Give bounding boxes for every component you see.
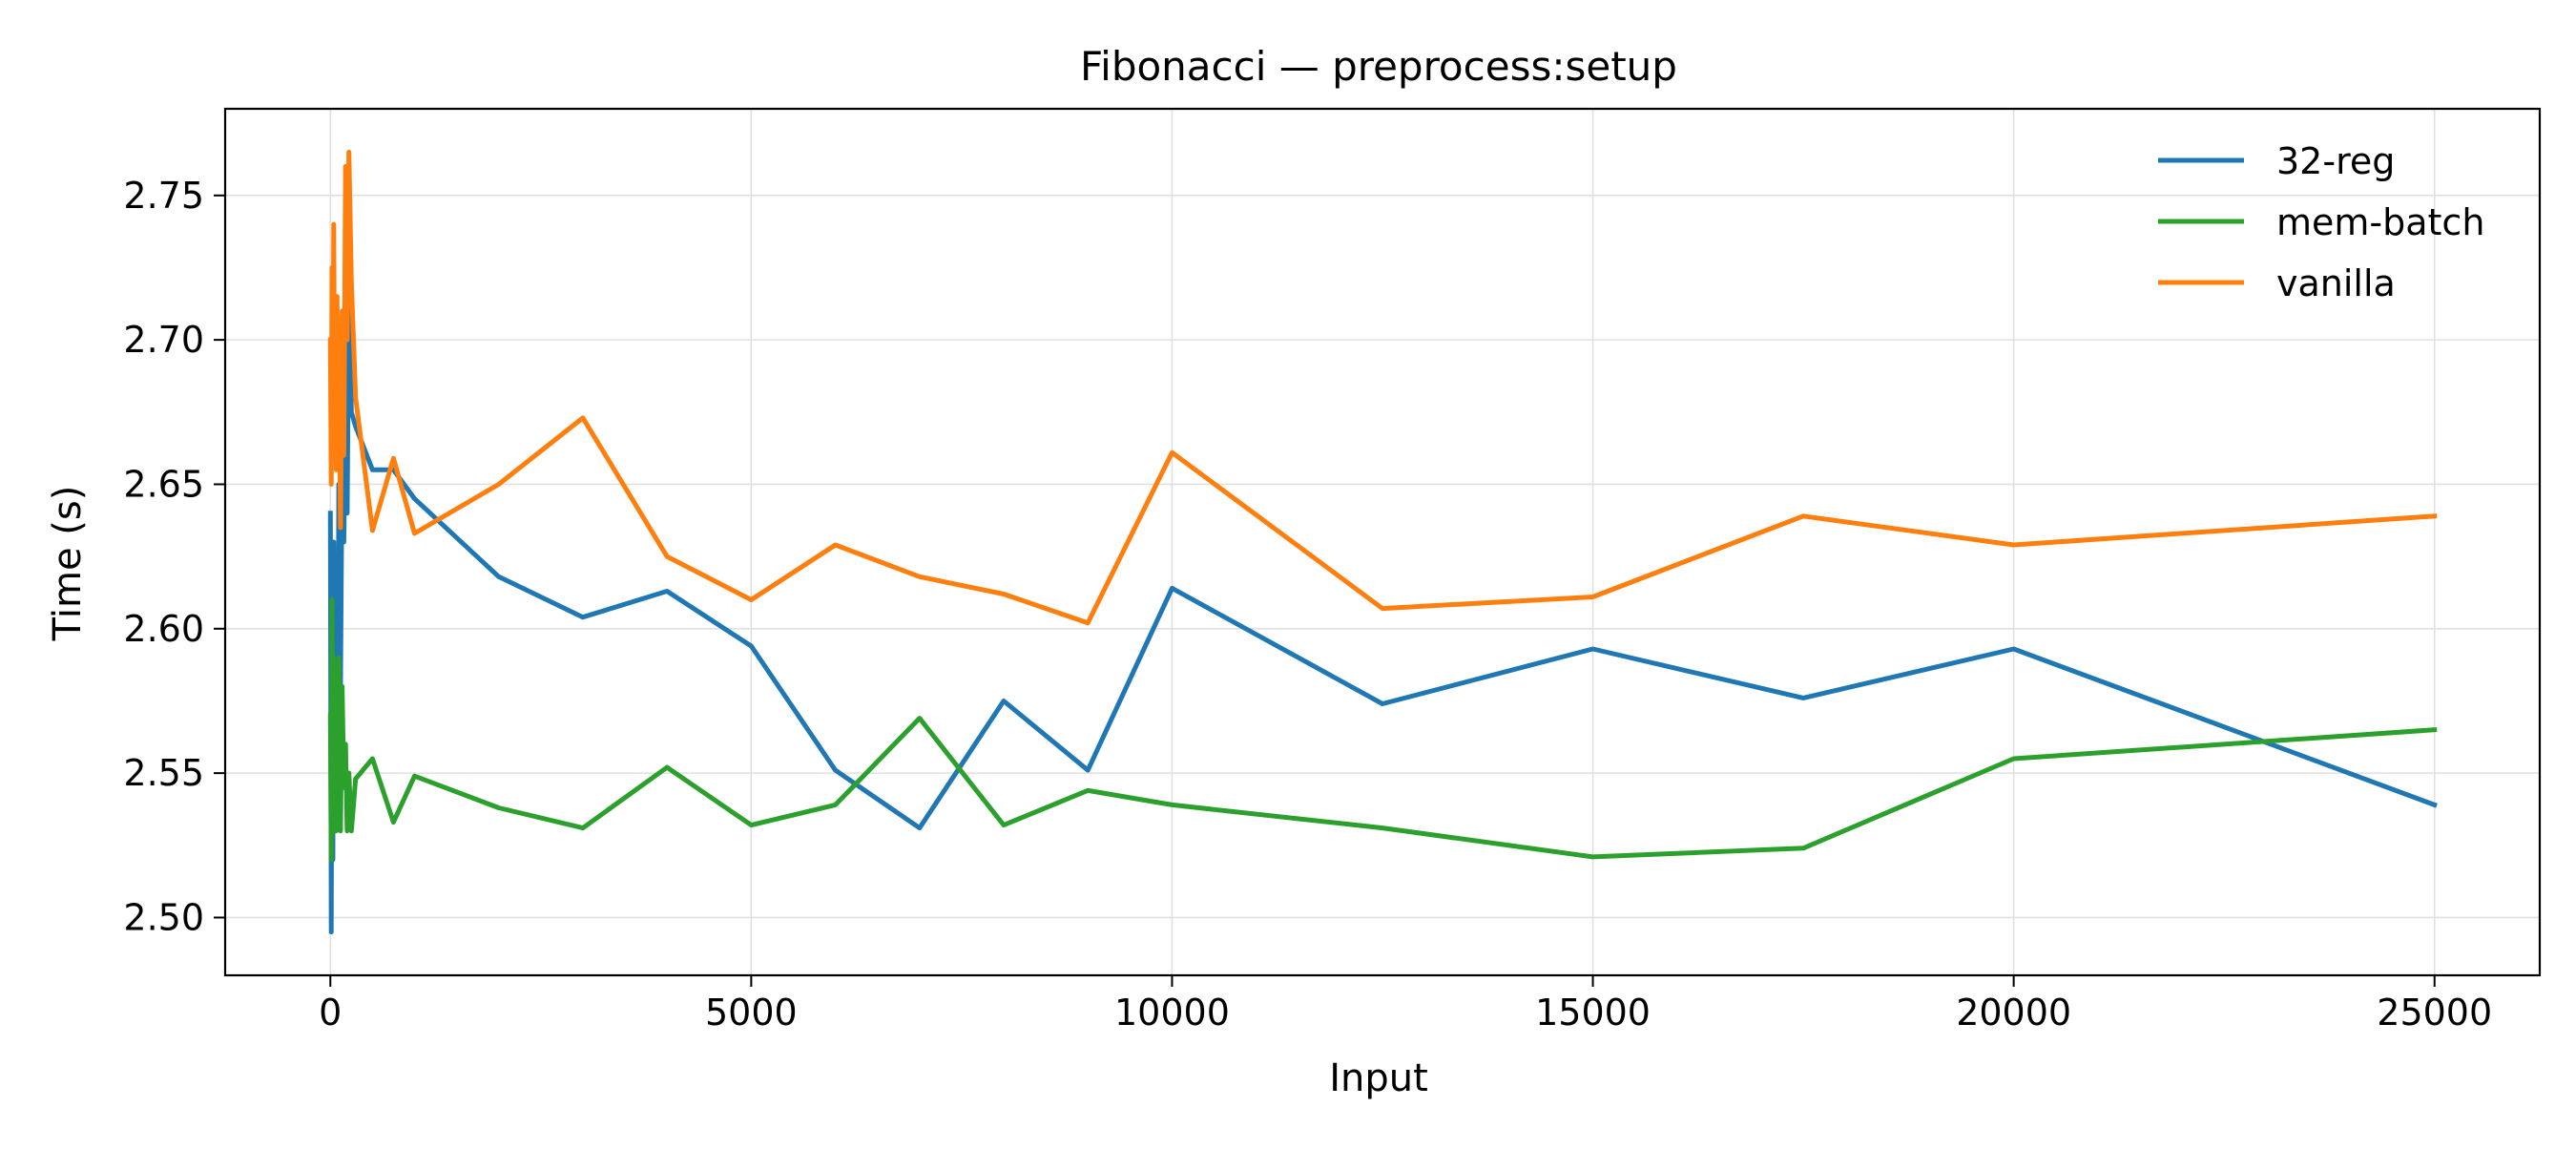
x-tick-label: 15000 [1535, 992, 1651, 1034]
series-line-32-reg [327, 280, 2438, 935]
x-tick-label: 0 [319, 992, 342, 1034]
x-tick-label: 10000 [1114, 992, 1230, 1034]
y-tick-label: 2.70 [123, 319, 204, 361]
series-lines [327, 149, 2438, 935]
legend-label: 32-reg [2276, 140, 2395, 182]
x-axis-label: Input [1329, 1056, 1428, 1100]
legend-label: vanilla [2276, 262, 2396, 304]
x-tick-label: 25000 [2377, 992, 2492, 1034]
x-tick-label: 5000 [705, 992, 798, 1034]
y-tick-label: 2.75 [123, 175, 204, 217]
y-tick-label: 2.50 [123, 896, 204, 938]
legend-label: mem-batch [2276, 201, 2484, 243]
y-axis-ticks: 2.50 2.55 2.60 2.65 2.70 2.75 [123, 175, 225, 938]
series-line-mem-batch [327, 597, 2438, 863]
chart-title: Fibonacci — preprocess:setup [1080, 43, 1677, 90]
y-axis-label: Time (s) [46, 486, 90, 642]
grid-lines [225, 109, 2540, 975]
y-tick-label: 2.60 [123, 608, 204, 650]
x-axis-ticks: 0 5000 10000 15000 20000 25000 [319, 975, 2492, 1034]
series-line-vanilla [327, 149, 2438, 626]
y-tick-label: 2.55 [123, 752, 204, 794]
x-tick-label: 20000 [1956, 992, 2071, 1034]
y-tick-label: 2.65 [123, 463, 204, 505]
legend: 32-reg mem-batch vanilla [2158, 140, 2484, 304]
plot-area-frame [223, 107, 2542, 977]
